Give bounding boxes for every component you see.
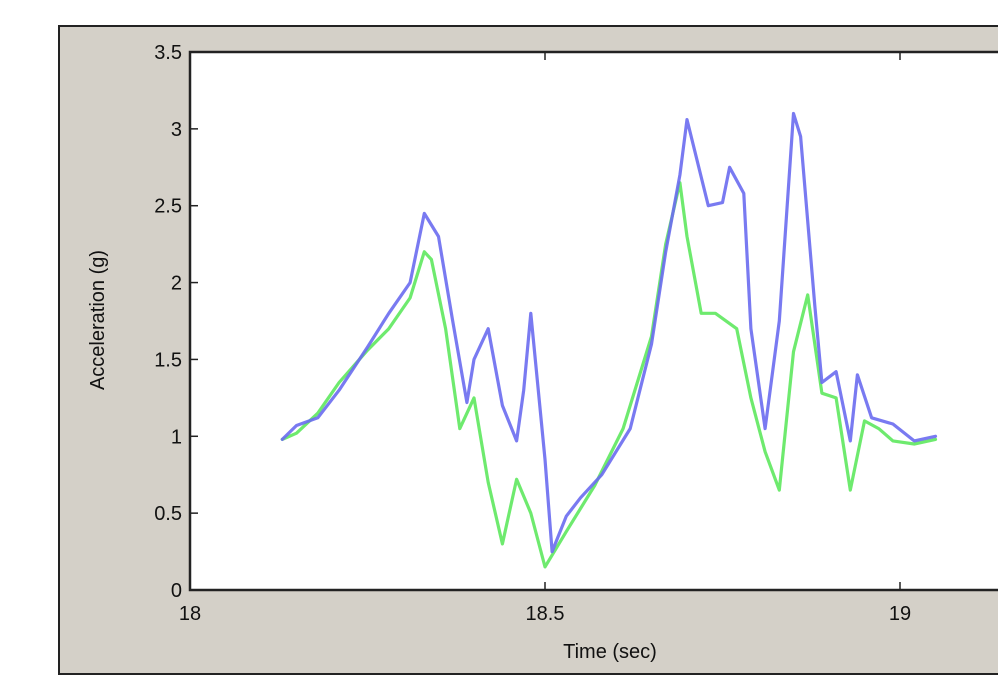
x-axis-label: Time (sec) xyxy=(563,641,657,663)
y-tick-label: 3 xyxy=(171,119,182,141)
series-line-green xyxy=(280,181,938,569)
y-tick-label: 1 xyxy=(171,426,182,448)
y-tick-label: 3.5 xyxy=(154,42,182,64)
y-tick-label: 2.5 xyxy=(154,196,182,218)
x-tick-label: 18 xyxy=(179,603,201,625)
series-line-blue xyxy=(280,111,938,554)
x-tick-label: 19 xyxy=(889,603,911,625)
y-tick-label: 0.5 xyxy=(154,503,182,525)
y-tick-label: 2 xyxy=(171,273,182,295)
y-tick-label: 0 xyxy=(171,580,182,602)
y-axis-label: Acceleration (g) xyxy=(87,250,109,390)
plot-area xyxy=(188,50,998,592)
y-tick-label: 1.5 xyxy=(154,349,182,371)
x-tick-label: 18.5 xyxy=(526,603,565,625)
